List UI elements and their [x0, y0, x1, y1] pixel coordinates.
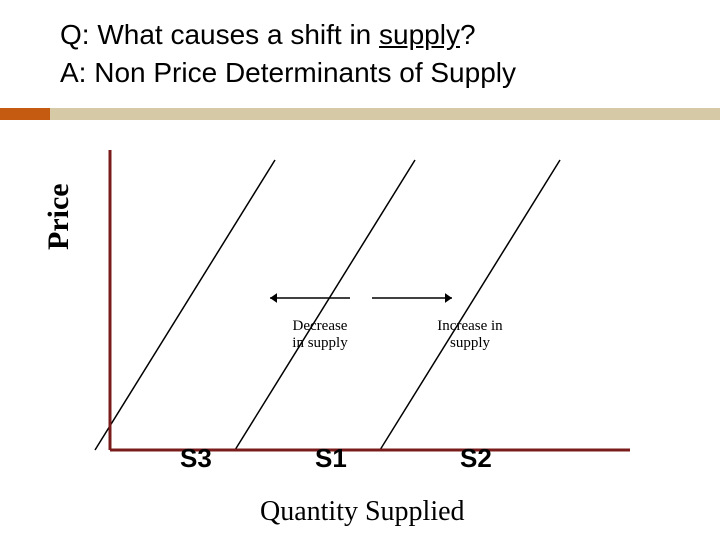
accent-bar: [0, 108, 720, 120]
curve-label-s1: S1: [315, 443, 347, 474]
chart-svg: [90, 150, 660, 470]
question-underlined: supply: [379, 19, 460, 50]
increase-annotation: Increase insupply: [435, 318, 505, 351]
question-line: Q: What causes a shift in supply?: [60, 16, 660, 54]
y-axis-label: Price: [42, 183, 76, 250]
accent-right: [50, 108, 720, 120]
curve-label-s2: S2: [460, 443, 492, 474]
decrease-annotation: Decreasein supply: [285, 318, 355, 351]
accent-left: [0, 108, 50, 120]
answer-line: A: Non Price Determinants of Supply: [60, 54, 660, 92]
question-post: ?: [460, 19, 476, 50]
supply-chart: Price Decreasein supply Increase insuppl…: [60, 150, 660, 490]
slide-header: Q: What causes a shift in supply? A: Non…: [0, 0, 720, 98]
question-pre: Q: What causes a shift in: [60, 19, 379, 50]
curve-label-s3: S3: [180, 443, 212, 474]
x-axis-label: Quantity Supplied: [260, 496, 465, 528]
